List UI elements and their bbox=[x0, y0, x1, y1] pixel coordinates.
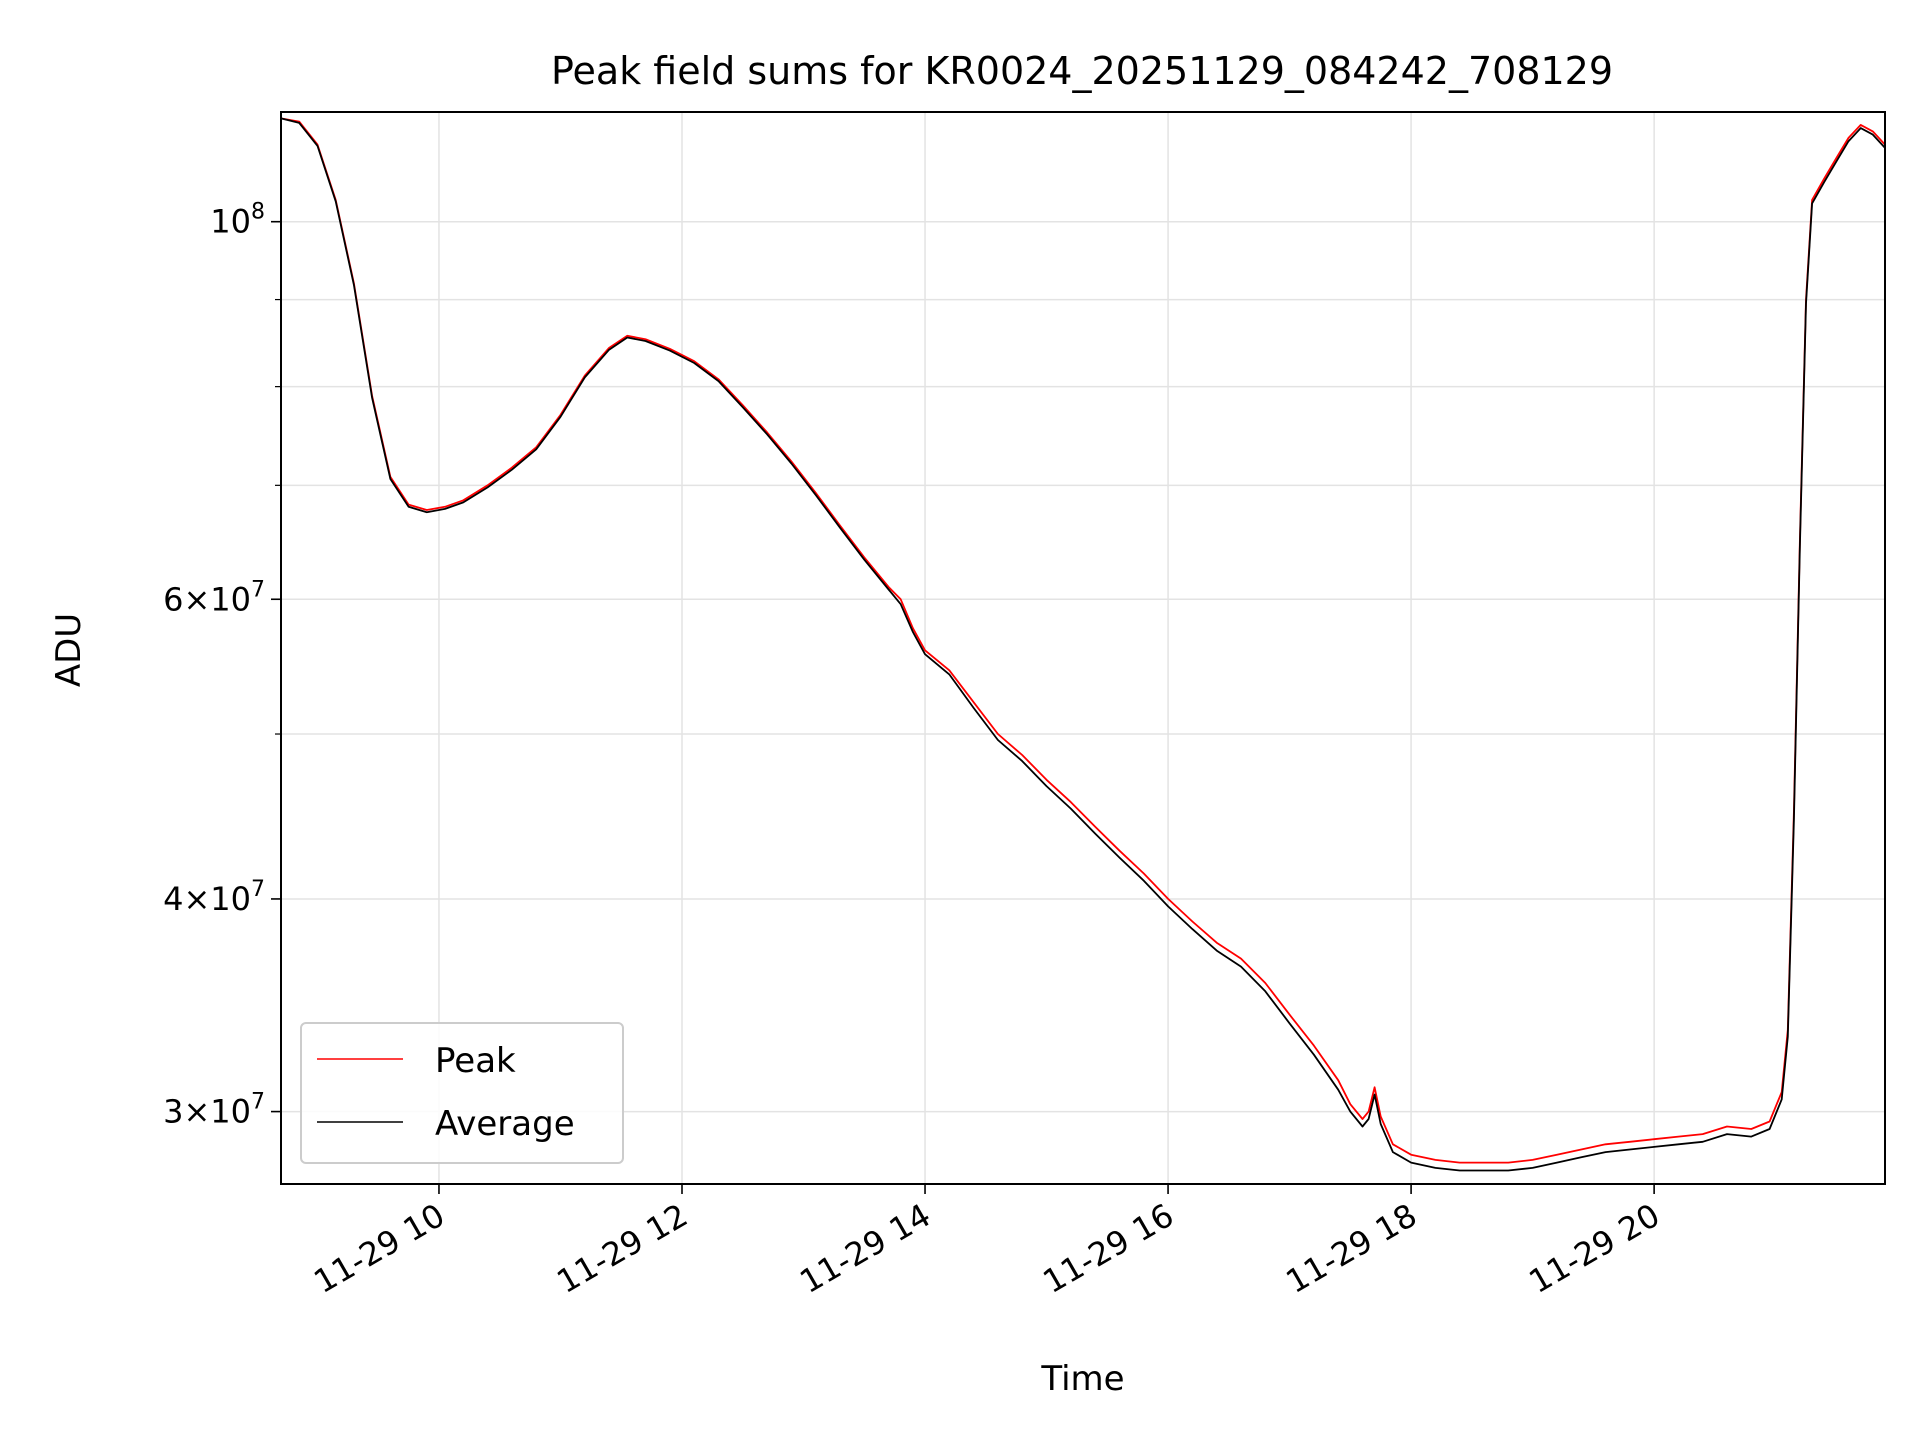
chart-title: Peak field sums for KR0024_20251129_0842… bbox=[551, 49, 1613, 93]
y-tick-label: 108 bbox=[210, 200, 265, 241]
series-line-peak bbox=[280, 117, 1886, 1164]
y-tick-label: 3×107 bbox=[163, 1090, 265, 1131]
legend-box bbox=[300, 1022, 624, 1164]
legend-peak-label: Peak bbox=[435, 1041, 516, 1081]
series-line-average bbox=[280, 117, 1886, 1172]
legend: Peak Average bbox=[300, 1022, 624, 1164]
y-axis: 108 6×107 4×107 3×107 bbox=[163, 200, 281, 1131]
x-axis-label: Time bbox=[1040, 1359, 1124, 1399]
plot-frame bbox=[280, 111, 1886, 1185]
series-layer bbox=[280, 117, 1886, 1172]
grid bbox=[281, 112, 1885, 1184]
legend-average-label: Average bbox=[435, 1104, 575, 1144]
y-axis-label: ADU bbox=[49, 613, 89, 687]
y-tick-label: 4×107 bbox=[163, 877, 265, 918]
y-tick-label: 6×107 bbox=[163, 577, 265, 618]
